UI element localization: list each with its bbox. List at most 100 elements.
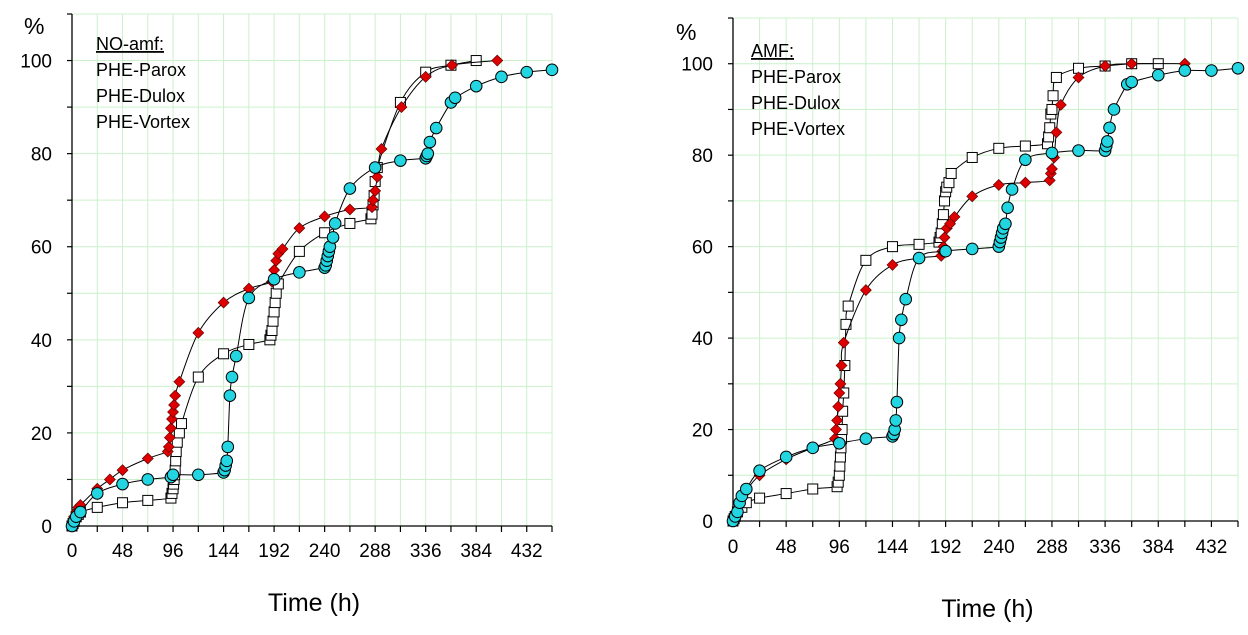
data-point-diamond: [166, 413, 178, 425]
data-point-square: [780, 488, 792, 500]
data-point-diamond: [169, 389, 182, 402]
data-point-square: [886, 241, 898, 253]
data-point-square: [833, 469, 845, 481]
data-point-square: [834, 451, 846, 463]
legend-entry: PHE-Vortex: [96, 112, 190, 132]
data-point-circle: [939, 244, 952, 258]
x-tick-label: 144: [208, 541, 240, 562]
data-point-circle: [267, 273, 281, 286]
data-point-square: [943, 177, 955, 189]
data-point-square: [218, 348, 230, 360]
y-tick-label: 0: [41, 517, 52, 538]
x-tick-label: 192: [930, 537, 962, 558]
data-point-diamond: [1054, 98, 1067, 111]
data-point-circle: [326, 231, 340, 244]
data-point-circle: [141, 473, 155, 486]
data-point-diamond: [369, 184, 382, 197]
data-point-circle: [895, 313, 908, 327]
x-tick-label: 432: [511, 541, 543, 562]
data-point-circle: [229, 349, 243, 363]
x-axis-label: Time (h): [268, 589, 360, 617]
data-point-diamond: [833, 387, 846, 399]
data-point-diamond: [446, 59, 458, 72]
y-tick-label: 40: [31, 331, 52, 352]
data-point-circle: [394, 154, 407, 167]
data-point-square: [243, 338, 255, 350]
y-axis-unit-label: %: [24, 13, 44, 39]
data-point-square: [966, 151, 978, 163]
data-point-circle: [912, 251, 926, 265]
data-point-square: [1047, 90, 1059, 102]
x-tick-label: 384: [460, 541, 492, 562]
data-point-diamond: [886, 259, 899, 271]
data-point-circle: [545, 63, 559, 77]
y-tick-label: 80: [31, 145, 52, 166]
data-point-diamond: [162, 440, 175, 453]
data-point-diamond: [948, 210, 961, 223]
data-point-circle: [74, 505, 87, 519]
data-point-diamond: [1125, 57, 1138, 70]
x-tick-label: 384: [1142, 537, 1174, 558]
data-point-circle: [166, 468, 180, 482]
data-point-diamond: [1050, 126, 1063, 139]
data-point-circle: [1178, 64, 1192, 77]
data-point-diamond: [192, 326, 205, 339]
y-tick-label: 60: [31, 238, 52, 259]
data-point-diamond: [276, 243, 289, 255]
x-tick-label: 96: [829, 537, 850, 558]
legend: NO-amf: PHE-Parox PHE-Dulox PHE-Vortex: [96, 34, 190, 132]
data-point-diamond: [293, 222, 306, 235]
data-point-diamond: [318, 210, 331, 223]
data-point-square: [175, 418, 187, 430]
data-point-square: [754, 492, 766, 504]
data-point-circle: [833, 436, 846, 450]
x-axis-label: Time (h): [941, 595, 1033, 623]
data-point-square: [117, 497, 129, 509]
data-point-diamond: [371, 170, 384, 183]
data-point-circle: [225, 370, 239, 384]
data-point-square: [937, 209, 949, 221]
data-point-circle: [448, 91, 462, 105]
data-point-square: [993, 142, 1005, 154]
data-point-circle: [1101, 135, 1114, 148]
data-point-square: [266, 325, 278, 337]
data-point-circle: [221, 440, 235, 454]
legend-entry: PHE-Dulox: [751, 93, 840, 113]
data-point-diamond: [491, 54, 504, 67]
data-point-circle: [1231, 62, 1245, 75]
data-point-circle: [890, 395, 904, 409]
data-point-diamond: [116, 464, 129, 477]
data-point-circle: [739, 482, 753, 496]
data-point-circle: [90, 487, 104, 500]
data-point-diamond: [830, 423, 842, 436]
x-tick-label: 48: [112, 541, 133, 562]
data-point-circle: [779, 450, 793, 464]
y-tick-label: 80: [692, 146, 713, 167]
x-tick-label: 336: [410, 541, 442, 562]
legend: AMF: PHE-Parox PHE-Dulox PHE-Vortex: [751, 41, 845, 139]
x-tick-label: 240: [983, 537, 1015, 558]
data-point-diamond: [835, 359, 848, 372]
x-tick-label: 288: [1036, 537, 1068, 558]
data-point-circle: [892, 331, 906, 345]
data-point-square: [913, 238, 925, 250]
data-point-diamond: [165, 422, 177, 435]
data-point-circle: [1151, 68, 1165, 82]
data-point-square: [170, 455, 182, 467]
y-tick-label: 20: [31, 424, 52, 445]
data-point-circle: [1205, 64, 1218, 77]
data-point-circle: [469, 79, 483, 93]
data-point-circle: [368, 161, 382, 174]
x-tick-label: 240: [309, 541, 341, 562]
x-tick-label: 48: [776, 537, 797, 558]
data-point-circle: [1125, 75, 1138, 89]
data-point-square: [91, 501, 103, 513]
data-point-circle: [753, 464, 766, 478]
data-point-circle: [220, 454, 234, 468]
data-point-diamond: [1099, 60, 1112, 72]
data-point-diamond: [168, 399, 181, 411]
x-tick-label: 288: [359, 541, 391, 562]
y-axis-unit-label: %: [676, 19, 696, 45]
gridlines: [733, 17, 1239, 521]
data-point-diamond: [217, 296, 230, 309]
